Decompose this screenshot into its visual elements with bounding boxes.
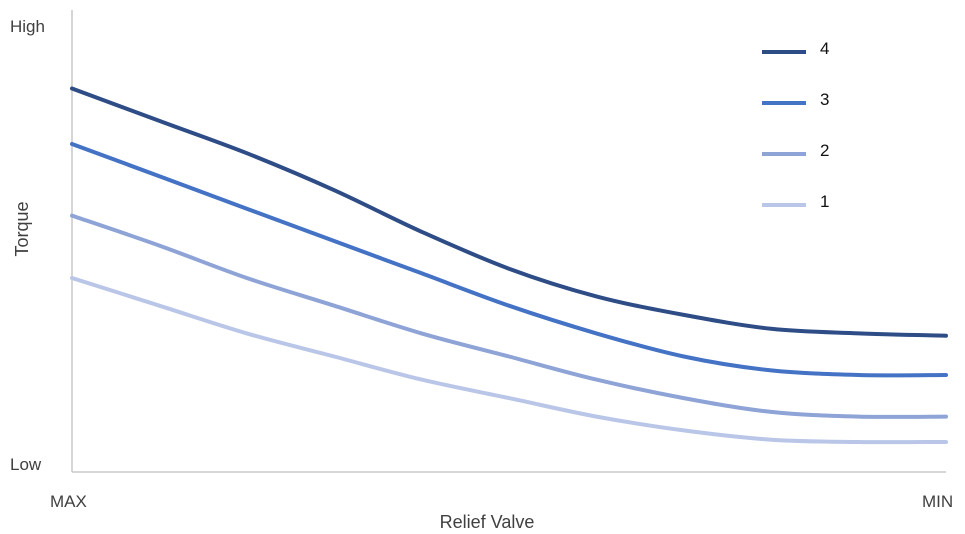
x-axis-title: Relief Valve — [440, 512, 535, 532]
x-tick-label-max: MAX — [50, 492, 87, 511]
y-tick-label-low: Low — [10, 455, 42, 474]
legend-label-4: 4 — [820, 39, 829, 58]
series-line-2 — [70, 213, 948, 419]
legend: 4 3 2 1 — [762, 39, 829, 211]
series-line-4 — [70, 86, 948, 338]
y-tick-label-high: High — [10, 17, 45, 36]
series-line-3 — [70, 142, 948, 378]
legend-label-1: 1 — [820, 192, 829, 211]
legend-label-3: 3 — [820, 90, 829, 109]
series-layer — [70, 86, 948, 445]
legend-label-2: 2 — [820, 141, 829, 160]
y-axis-title: Torque — [12, 201, 32, 256]
series-line-1 — [70, 276, 948, 445]
x-tick-label-min: MIN — [922, 492, 953, 511]
